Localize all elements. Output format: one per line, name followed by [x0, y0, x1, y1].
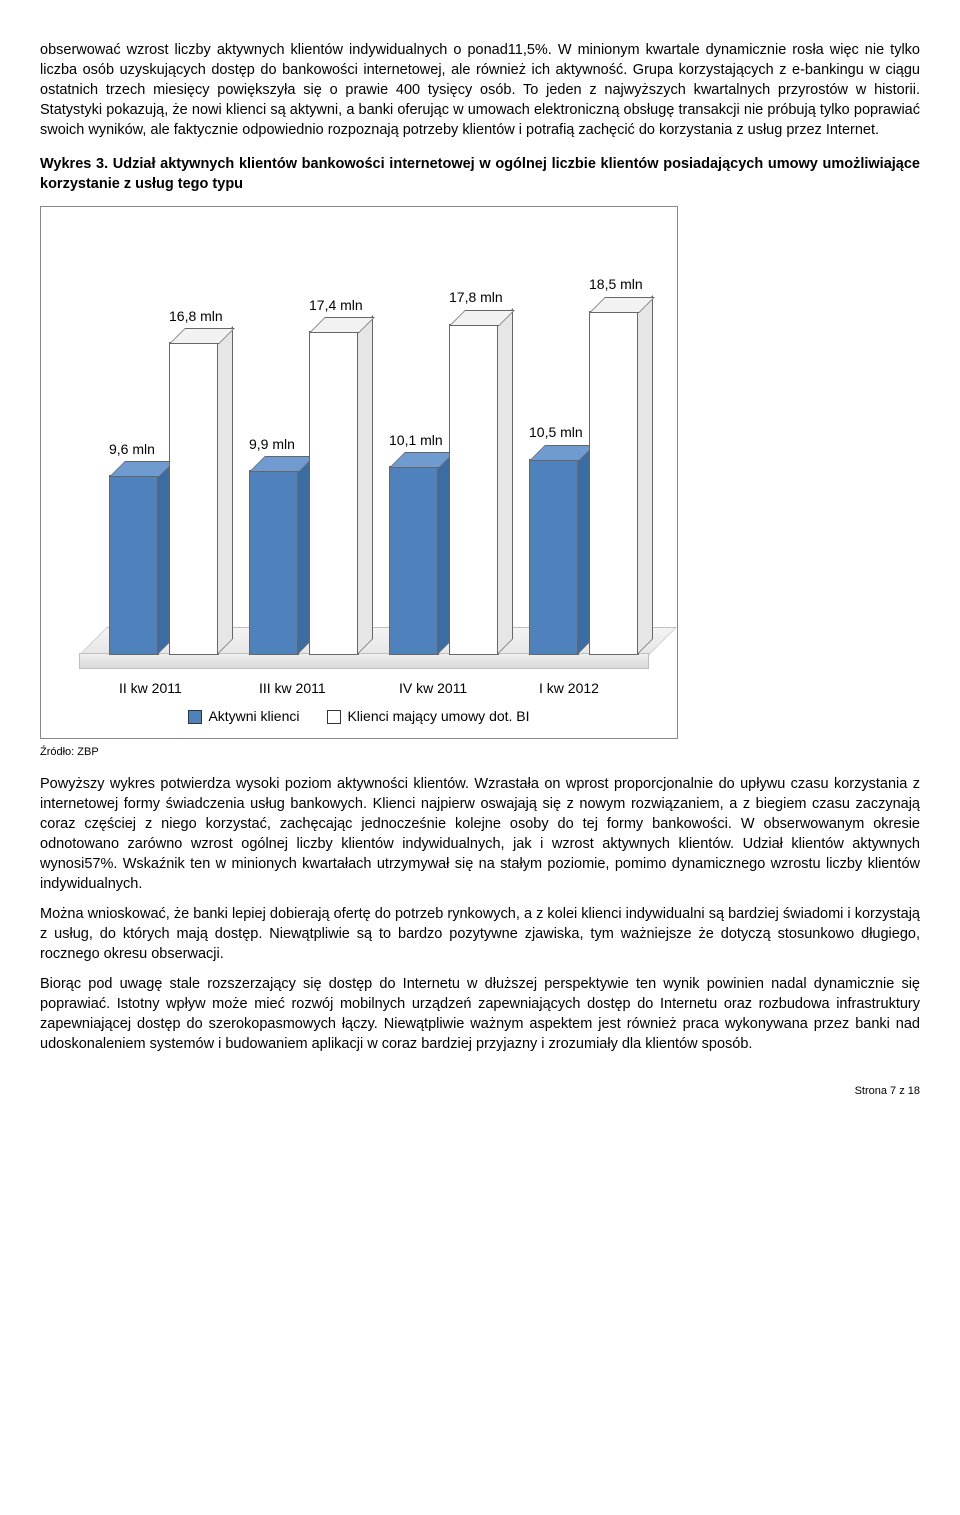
legend-label: Klienci mający umowy dot. BI — [347, 708, 529, 724]
paragraph-2: Powyższy wykres potwierdza wysoki poziom… — [40, 774, 920, 894]
bar-value-label: 16,8 mln — [169, 307, 227, 326]
paragraph-1: obserwować wzrost liczby aktywnych klien… — [40, 40, 920, 140]
legend-item: Klienci mający umowy dot. BI — [327, 707, 529, 726]
bar: 10,1 mln — [389, 468, 437, 655]
page-footer: Strona 7 z 18 — [40, 1084, 920, 1099]
bar-value-label: 10,1 mln — [389, 431, 447, 450]
bar: 9,6 mln — [109, 477, 157, 655]
x-axis-label: II kw 2011 — [119, 679, 182, 698]
bar-value-label: 9,6 mln — [109, 440, 167, 459]
bar-value-label: 17,4 mln — [309, 296, 367, 315]
bar: 9,9 mln — [249, 472, 297, 655]
chart-x-labels: II kw 2011 III kw 2011 IV kw 2011 I kw 2012 — [79, 679, 649, 699]
chart-front-base — [79, 653, 649, 669]
paragraph-4: Biorąc pod uwagę stale rozszerzający się… — [40, 974, 920, 1054]
bar: 10,5 mln — [529, 461, 577, 655]
legend-label: Aktywni klienci — [208, 708, 299, 724]
bar: 16,8 mln — [169, 344, 217, 655]
x-axis-label: I kw 2012 — [539, 679, 599, 698]
chart-source: Źródło: ZBP — [40, 745, 920, 760]
chart-heading: Wykres 3. Udział aktywnych klientów bank… — [40, 154, 920, 194]
x-axis-label: III kw 2011 — [259, 679, 326, 698]
chart-legend: Aktywni klienci Klienci mający umowy dot.… — [49, 707, 669, 726]
bar: 18,5 mln — [589, 313, 637, 655]
x-axis-label: IV kw 2011 — [399, 679, 467, 698]
paragraph-3: Można wnioskować, że banki lepiej dobier… — [40, 904, 920, 964]
legend-swatch — [327, 710, 341, 724]
legend-item: Aktywni klienci — [188, 707, 299, 726]
chart-plot-area: 9,6 mln16,8 mln9,9 mln17,4 mln10,1 mln17… — [79, 249, 649, 669]
bar-value-label: 18,5 mln — [589, 275, 647, 294]
legend-swatch — [188, 710, 202, 724]
chart-container: 9,6 mln16,8 mln9,9 mln17,4 mln10,1 mln17… — [40, 206, 678, 739]
bar: 17,8 mln — [449, 326, 497, 655]
bar: 17,4 mln — [309, 333, 357, 655]
bar-value-label: 17,8 mln — [449, 288, 507, 307]
bar-value-label: 10,5 mln — [529, 423, 587, 442]
bar-value-label: 9,9 mln — [249, 435, 307, 454]
